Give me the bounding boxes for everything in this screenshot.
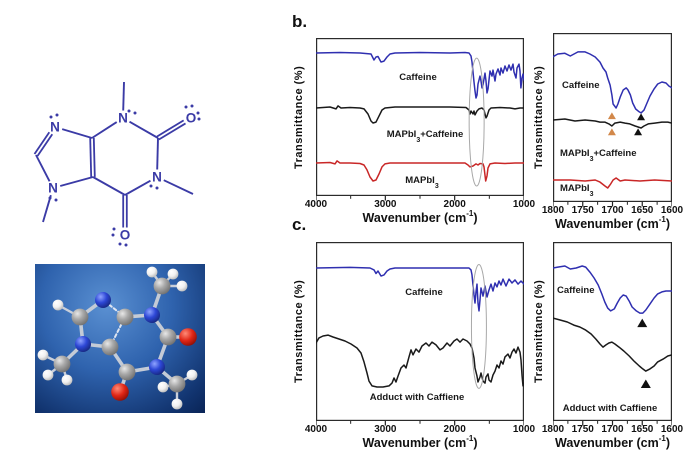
b-right-x-axis-label: Wavenumber (cm-1) bbox=[554, 215, 671, 232]
b-right-y-axis-label: Transmittance (%) bbox=[533, 65, 545, 170]
c-left-y-axis-label: Transmittance (%) bbox=[293, 279, 305, 384]
caffeine-2d-structure-diagram: N O N O N N bbox=[33, 81, 201, 247]
b-right-trace-label-mapbi3: MAPbI3 bbox=[560, 183, 594, 198]
svg-text:N: N bbox=[152, 170, 162, 185]
svg-text:N: N bbox=[118, 111, 128, 126]
caffeine-3d-model-image bbox=[35, 264, 205, 413]
b-right-trace-label-mapbi3-caffeine: MAPbI3+Caffeine bbox=[560, 148, 637, 163]
c-left-x-tick-labels: 4000 3000 2000 1000 bbox=[304, 424, 536, 435]
svg-text:O: O bbox=[120, 228, 131, 243]
c-right-trace-label-adduct: Adduct with Caffiene bbox=[562, 403, 658, 414]
svg-text:N: N bbox=[48, 181, 58, 196]
svg-text:O: O bbox=[186, 111, 197, 126]
b-right-trace-label-caffeine: Caffeine bbox=[562, 80, 600, 91]
c-right-x-axis-label: Wavenumber (cm-1) bbox=[554, 434, 671, 451]
c-right-x-tick-labels: 1800 1750 1700 1650 1600 bbox=[541, 424, 684, 435]
svg-text:N: N bbox=[50, 120, 60, 135]
b-left-x-tick-labels: 4000 3000 2000 1000 bbox=[304, 199, 536, 210]
panel-c-right-spectra-plot bbox=[553, 242, 672, 426]
b-left-y-axis-label: Transmittance (%) bbox=[293, 65, 305, 169]
panel-c-letter: c. bbox=[292, 215, 307, 234]
panel-b-right-spectra-plot bbox=[553, 33, 672, 207]
b-left-trace-label-caffeine: Caffeine bbox=[399, 72, 437, 83]
panel-b-left-spectra-plot bbox=[316, 38, 524, 201]
c-left-trace-label-caffeine: Caffeine bbox=[405, 287, 443, 298]
b-right-x-tick-labels: 1800 1750 1700 1650 1600 bbox=[541, 205, 684, 216]
panel-c-left-spectra-plot bbox=[316, 242, 524, 426]
c-right-trace-label-caffeine: Caffeine bbox=[557, 285, 595, 296]
b-left-trace-label-mapbi3: MAPbI3 bbox=[405, 175, 439, 190]
c-left-x-axis-label: Wavenumber (cm-1) bbox=[362, 434, 478, 451]
b-left-x-axis-label: Wavenumber (cm-1) bbox=[362, 209, 478, 226]
c-left-trace-label-adduct: Adduct with Caffiene bbox=[369, 392, 465, 403]
caffeine-3d-model-drawing bbox=[37, 266, 198, 410]
b-left-trace-label-mapbi3-caffeine: MAPbI3+Caffeine bbox=[386, 129, 464, 144]
c-right-y-axis-label: Transmittance (%) bbox=[533, 279, 545, 384]
panel-b-letter: b. bbox=[292, 12, 308, 31]
